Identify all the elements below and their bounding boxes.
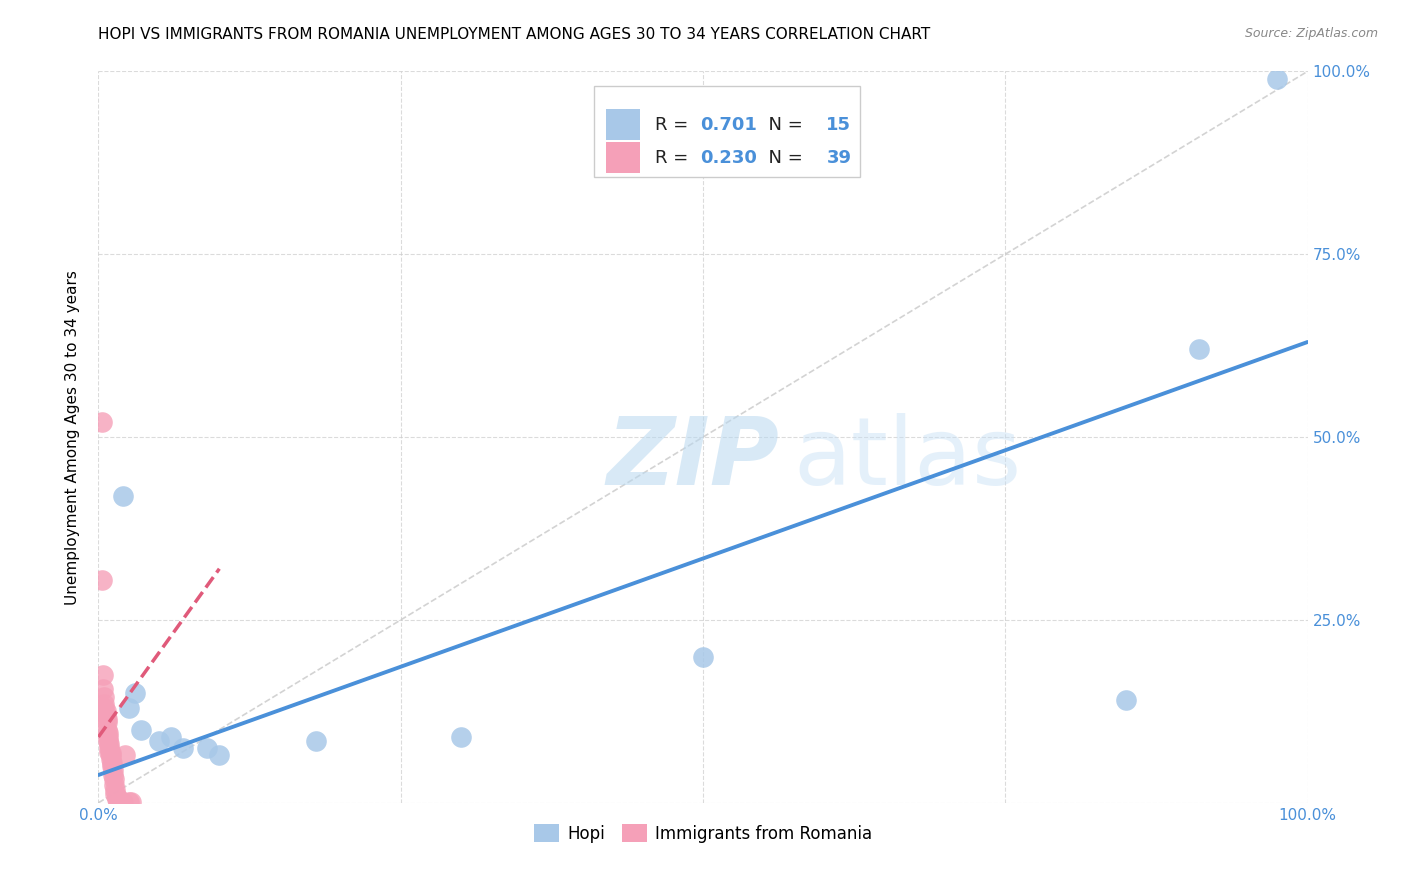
Point	[107, 794, 129, 808]
Text: 0.230: 0.230	[700, 149, 758, 167]
Point	[208, 748, 231, 763]
Point	[98, 740, 121, 755]
Point	[108, 795, 131, 809]
Point	[105, 792, 128, 806]
Point	[100, 756, 122, 770]
Text: 15: 15	[827, 116, 852, 134]
Point	[104, 787, 127, 801]
Point	[305, 733, 328, 747]
Point	[98, 745, 121, 759]
Point	[114, 748, 136, 763]
Point	[108, 794, 131, 808]
Text: atlas: atlas	[793, 413, 1022, 505]
Point	[103, 772, 125, 787]
Point	[148, 733, 170, 747]
Point	[105, 789, 128, 804]
Point	[104, 782, 127, 797]
Point	[97, 730, 120, 744]
Text: R =: R =	[655, 116, 693, 134]
Text: N =: N =	[758, 116, 808, 134]
Point	[93, 697, 115, 711]
Point	[96, 715, 118, 730]
Point	[94, 708, 117, 723]
Point	[118, 795, 141, 809]
Point	[96, 723, 118, 737]
Point	[1115, 693, 1137, 707]
Point	[91, 416, 114, 430]
Point	[124, 686, 146, 700]
Text: R =: R =	[655, 149, 693, 167]
Point	[1267, 71, 1289, 86]
Point	[97, 726, 120, 740]
Point	[100, 746, 122, 760]
Point	[160, 730, 183, 744]
Point	[91, 667, 114, 681]
Point	[93, 700, 115, 714]
FancyBboxPatch shape	[595, 86, 860, 178]
Point	[97, 733, 120, 747]
Point	[100, 759, 122, 773]
FancyBboxPatch shape	[606, 110, 640, 140]
Text: ZIP: ZIP	[606, 413, 779, 505]
Point	[101, 768, 124, 782]
FancyBboxPatch shape	[606, 143, 640, 173]
Text: HOPI VS IMMIGRANTS FROM ROMANIA UNEMPLOYMENT AMONG AGES 30 TO 34 YEARS CORRELATI: HOPI VS IMMIGRANTS FROM ROMANIA UNEMPLOY…	[98, 27, 931, 42]
Point	[1188, 343, 1211, 357]
Point	[450, 730, 472, 744]
Point	[98, 737, 121, 751]
Text: Source: ZipAtlas.com: Source: ZipAtlas.com	[1244, 27, 1378, 40]
Point	[195, 740, 218, 755]
Point	[101, 763, 124, 777]
Point	[111, 489, 134, 503]
Text: 39: 39	[827, 149, 852, 167]
Legend: Hopi, Immigrants from Romania: Hopi, Immigrants from Romania	[527, 818, 879, 849]
Point	[100, 748, 122, 763]
Text: 0.701: 0.701	[700, 116, 758, 134]
Text: N =: N =	[758, 149, 808, 167]
Point	[100, 752, 122, 766]
Point	[103, 778, 125, 792]
Point	[120, 795, 142, 809]
Point	[111, 795, 134, 809]
Point	[110, 795, 132, 809]
Point	[96, 712, 118, 726]
Point	[94, 705, 117, 719]
Point	[692, 649, 714, 664]
Point	[172, 740, 194, 755]
Point	[91, 682, 114, 697]
Point	[93, 690, 115, 704]
Point	[118, 700, 141, 714]
Y-axis label: Unemployment Among Ages 30 to 34 years: Unemployment Among Ages 30 to 34 years	[65, 269, 80, 605]
Point	[129, 723, 152, 737]
Point	[91, 573, 114, 587]
